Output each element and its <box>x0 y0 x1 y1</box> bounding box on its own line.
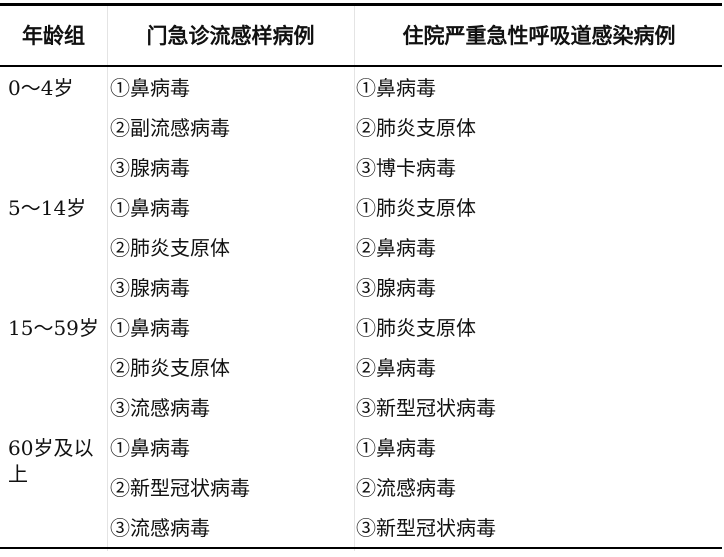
outpatient-cell: ①鼻病毒 <box>110 196 190 220</box>
header-rule <box>0 65 722 67</box>
inpatient-cell: ③腺病毒 <box>356 276 436 300</box>
table-row: 5～14岁 ①鼻病毒 ①肺炎支原体 <box>0 189 724 229</box>
bottom-rule <box>0 547 722 549</box>
table-row: 0～4岁 ①鼻病毒 ①鼻病毒 <box>0 69 724 109</box>
table-row: 15～59岁 ①鼻病毒 ①肺炎支原体 <box>0 309 724 349</box>
age-cell: 5～14岁 <box>8 196 87 220</box>
column-divider <box>107 4 108 551</box>
outpatient-cell: ②肺炎支原体 <box>110 236 230 260</box>
outpatient-cell: ②肺炎支原体 <box>110 356 230 380</box>
inpatient-cell: ③博卡病毒 <box>356 156 456 180</box>
table-row: ②肺炎支原体 ②鼻病毒 <box>0 349 724 389</box>
outpatient-cell: ②新型冠状病毒 <box>110 476 250 500</box>
header-inpatient: 住院严重急性呼吸道感染病例 <box>402 23 676 48</box>
column-divider <box>354 4 355 551</box>
inpatient-cell: ③新型冠状病毒 <box>356 516 496 540</box>
outpatient-cell: ③流感病毒 <box>110 516 210 540</box>
inpatient-cell: ②肺炎支原体 <box>356 116 476 140</box>
outpatient-cell: ③流感病毒 <box>110 396 210 420</box>
header-outpatient: 门急诊流感样病例 <box>146 23 315 48</box>
top-rule <box>0 3 722 6</box>
inpatient-cell: ①肺炎支原体 <box>356 316 476 340</box>
outpatient-cell: ③腺病毒 <box>110 276 190 300</box>
inpatient-cell: ①鼻病毒 <box>356 76 436 100</box>
age-cell: 60岁及以上 <box>8 436 94 486</box>
inpatient-cell: ②流感病毒 <box>356 476 456 500</box>
outpatient-cell: ②副流感病毒 <box>110 116 230 140</box>
table-row: 60岁及以上 ①鼻病毒 ①鼻病毒 <box>0 429 724 486</box>
table-row: ②副流感病毒 ②肺炎支原体 <box>0 109 724 149</box>
inpatient-cell: ②鼻病毒 <box>356 236 436 260</box>
table-row: ③流感病毒 ③新型冠状病毒 <box>0 389 724 429</box>
inpatient-cell: ①肺炎支原体 <box>356 196 476 220</box>
inpatient-cell: ②鼻病毒 <box>356 356 436 380</box>
age-cell: 15～59岁 <box>8 316 99 340</box>
inpatient-cell: ①鼻病毒 <box>356 436 436 460</box>
outpatient-cell: ①鼻病毒 <box>110 316 190 340</box>
age-cell: 0～4岁 <box>8 76 74 100</box>
table-row: ②肺炎支原体 ②鼻病毒 <box>0 229 724 269</box>
table-row: ③腺病毒 ③腺病毒 <box>0 269 724 309</box>
header-age-group: 年龄组 <box>22 23 85 48</box>
table-row: ③腺病毒 ③博卡病毒 <box>0 149 724 189</box>
outpatient-cell: ①鼻病毒 <box>110 436 190 460</box>
table-row: ③流感病毒 ③新型冠状病毒 <box>0 509 724 549</box>
table-row: ②新型冠状病毒 ②流感病毒 <box>0 469 724 509</box>
outpatient-cell: ①鼻病毒 <box>110 76 190 100</box>
inpatient-cell: ③新型冠状病毒 <box>356 396 496 420</box>
outpatient-cell: ③腺病毒 <box>110 156 190 180</box>
